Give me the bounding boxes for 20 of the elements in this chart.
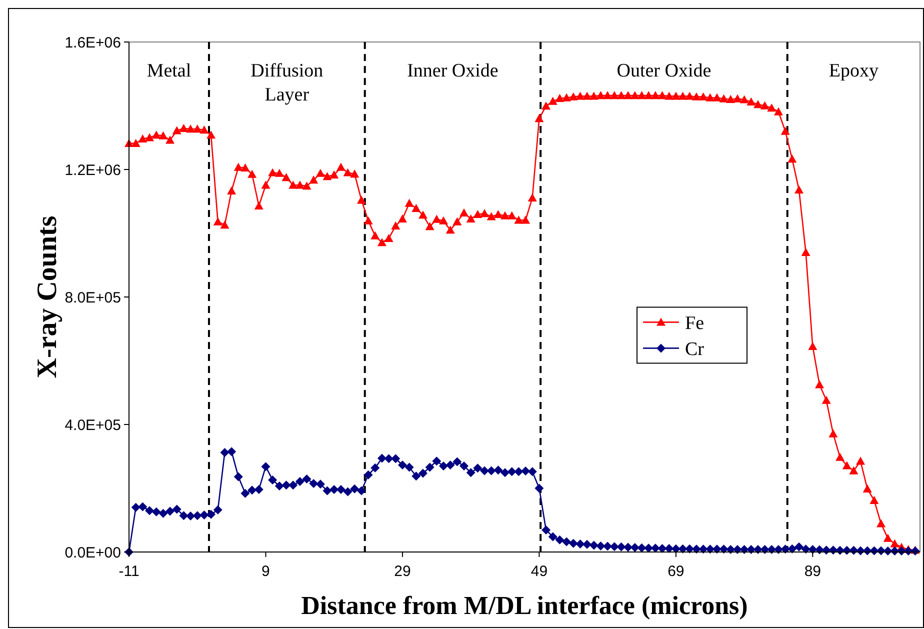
x-axis-title: Distance from M/DL interface (microns) xyxy=(301,591,748,620)
legend-label: Cr xyxy=(685,338,705,360)
legend-label: Fe xyxy=(685,312,704,334)
annotation: Inner Oxide xyxy=(407,60,498,82)
y-tick-label: 4.0E+05 xyxy=(64,416,121,434)
annotation: Diffusion Layer xyxy=(250,60,324,106)
y-axis-title: X-ray Counts xyxy=(32,216,63,378)
y-tick-label: 1.2E+06 xyxy=(64,162,121,179)
y-tick-label: 8.0E+05 xyxy=(64,289,121,306)
x-tick-label: 49 xyxy=(530,563,548,580)
annotation: Epoxy xyxy=(828,60,879,82)
annotation: Outer Oxide xyxy=(616,60,712,82)
x-tick-label: 9 xyxy=(262,563,270,580)
x-tick-label: 69 xyxy=(668,563,684,580)
x-tick-label: 29 xyxy=(394,563,411,580)
annotation: Metal xyxy=(146,60,192,82)
y-tick-label: 0.0E+00 xyxy=(64,544,121,562)
x-tick-label: 89 xyxy=(804,563,822,580)
y-tick-label: 1.6E+06 xyxy=(64,34,121,52)
x-tick-label: -11 xyxy=(118,563,140,580)
